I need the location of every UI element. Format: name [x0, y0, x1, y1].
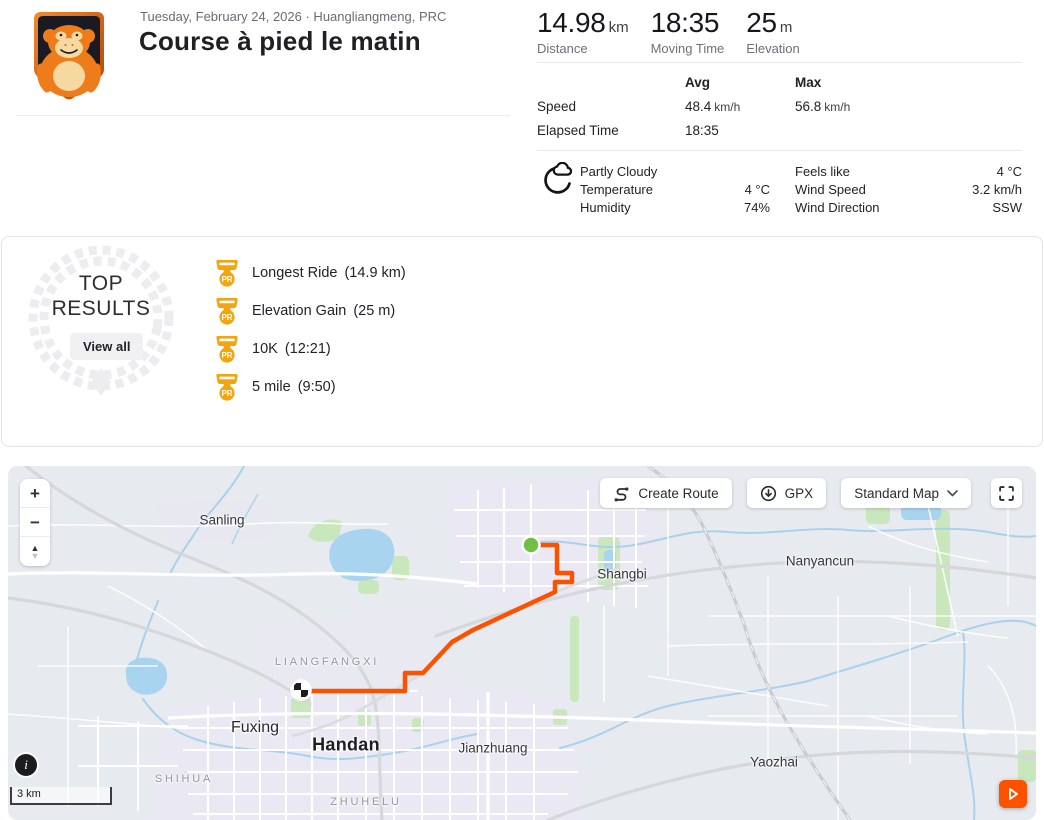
finish-marker-icon: [290, 679, 312, 701]
speed-max: 56.8 km/h: [795, 99, 851, 114]
wind-speed-value: 3.2 km/h: [972, 182, 1022, 197]
map-scale-bar: 3 km: [10, 787, 112, 805]
laurel-wreath-icon: [28, 245, 174, 396]
top-results-card: TOP RESULTS View all PR Longest Ride (14.…: [1, 236, 1043, 447]
zoom-out-button[interactable]: −: [20, 508, 50, 537]
playback-button[interactable]: [999, 780, 1027, 808]
distance-unit: km: [608, 19, 629, 36]
activity-date-location: Tuesday, February 24, 2026 · Huangliangm…: [140, 9, 447, 24]
stat-elevation: 25 m Elevation: [746, 7, 799, 56]
achievement-elevation-gain[interactable]: PR Elevation Gain (25 m): [215, 298, 406, 325]
map-navigation-control: + − ▲ ▼: [20, 479, 50, 566]
pr-medal-icon: PR: [216, 336, 238, 363]
route-map[interactable]: Sanling Shangbi Nanyancun LIANGFANGXI Fu…: [8, 466, 1036, 820]
moving-time-label: Moving Time: [650, 41, 725, 56]
col-header-max: Max: [795, 75, 822, 90]
avg-max-table: Avg Max Speed 48.4 km/h 56.8 km/h Elapsed …: [537, 75, 1022, 138]
top-results-title: TOP RESULTS: [51, 272, 151, 320]
activity-title: Course à pied le matin: [139, 26, 421, 56]
elapsed-time-max: [795, 123, 1022, 138]
map-label-sanling: Sanling: [199, 512, 245, 528]
chevron-down-icon: [947, 489, 958, 496]
primary-stats: 14.98 km Distance 18:35 Moving Time 25 m E…: [537, 7, 800, 56]
download-icon: [760, 485, 776, 501]
pr-medal-icon: PR: [216, 260, 238, 287]
athlete-avatar[interactable]: [25, 9, 113, 103]
stat-moving-time: 18:35 Moving Time: [651, 7, 725, 56]
row-label-speed: Speed: [537, 99, 577, 114]
pr-medal-icon: PR: [216, 374, 238, 401]
map-label-shihua: SHIHUA: [154, 773, 214, 785]
map-toolbar: Create Route GPX Standard Map: [600, 478, 1022, 508]
map-label-yaozhai: Yaozhai: [750, 754, 798, 770]
achievement-10k[interactable]: PR 10K (12:21): [215, 336, 406, 363]
map-label-shangbi: Shangbi: [597, 566, 647, 582]
partly-cloudy-night-icon: [544, 162, 573, 194]
map-label-jianzhuang: Jianzhuang: [458, 740, 528, 756]
row-label-elapsed-time: Elapsed Time: [537, 123, 619, 138]
temperature-label: Temperature: [580, 182, 653, 197]
weather-left-column: Partly Cloudy Temperature 4 °C Humidity 74…: [580, 163, 770, 217]
feels-like-value: 4 °C: [996, 164, 1022, 179]
play-icon: [1009, 788, 1018, 800]
map-label-fuxing: Fuxing: [230, 719, 280, 736]
wind-direction-label: Wind Direction: [795, 200, 880, 215]
compass-button[interactable]: ▲ ▼: [20, 537, 50, 566]
feels-like-label: Feels like: [795, 164, 850, 179]
fullscreen-icon: [999, 485, 1014, 501]
map-label-handan: Handan: [312, 734, 380, 755]
wind-speed-label: Wind Speed: [795, 182, 866, 197]
map-canvas: [8, 466, 1036, 820]
wind-direction-value: SSW: [992, 200, 1022, 215]
map-attribution-info-button[interactable]: i: [15, 754, 37, 776]
distance-value: 14.98: [537, 7, 606, 38]
achievement-longest-ride[interactable]: PR Longest Ride (14.9 km): [215, 260, 406, 287]
stats-divider: [537, 62, 1022, 63]
weather-condition: Partly Cloudy: [580, 164, 658, 179]
map-label-zhuhelu: ZHUHELU: [330, 796, 402, 808]
achievements-list: PR Longest Ride (14.9 km) PR Elevation Ga…: [215, 260, 406, 401]
col-header-avg: Avg: [685, 75, 711, 90]
zoom-in-button[interactable]: +: [20, 479, 50, 508]
gpx-download-button[interactable]: GPX: [746, 478, 827, 508]
elevation-label: Elevation: [746, 41, 800, 56]
activity-route-line: [305, 542, 575, 694]
moving-time-value: 18:35: [650, 7, 720, 38]
create-route-button[interactable]: Create Route: [600, 478, 732, 508]
weather-right-column: Feels like 4 °C Wind Speed 3.2 km/h Wind D…: [795, 163, 1022, 217]
elevation-unit: m: [779, 19, 793, 36]
temperature-value: 4 °C: [744, 182, 770, 197]
header-divider: [16, 115, 510, 116]
achievement-5-mile[interactable]: PR 5 mile (9:50): [215, 374, 406, 401]
svg-text:PR: PR: [221, 313, 232, 322]
elapsed-time-avg: 18:35: [685, 123, 719, 138]
svg-text:PR: PR: [221, 351, 232, 360]
distance-label: Distance: [537, 41, 588, 56]
compass-icon: ▲ ▼: [30, 542, 40, 561]
svg-text:PR: PR: [221, 275, 232, 284]
map-style-dropdown[interactable]: Standard Map: [841, 478, 971, 508]
map-label-nanyancun: Nanyancun: [785, 553, 855, 569]
map-label-liangfangxi: LIANGFANGXI: [274, 656, 380, 668]
weather-section: Partly Cloudy Temperature 4 °C Humidity 74…: [537, 160, 1022, 220]
elevation-value: 25: [746, 7, 777, 38]
start-marker-icon: [521, 535, 541, 555]
route-icon: [615, 487, 629, 501]
stat-distance: 14.98 km Distance: [537, 7, 629, 56]
speed-avg: 48.4 km/h: [685, 99, 741, 114]
view-all-button[interactable]: View all: [70, 333, 144, 360]
humidity-value: 74%: [743, 200, 770, 215]
svg-text:PR: PR: [221, 389, 232, 398]
humidity-label: Humidity: [580, 200, 631, 215]
table-divider: [537, 150, 1022, 151]
pr-medal-icon: PR: [216, 298, 238, 325]
fullscreen-button[interactable]: [991, 478, 1022, 508]
monkey-avatar-icon: [34, 12, 104, 100]
